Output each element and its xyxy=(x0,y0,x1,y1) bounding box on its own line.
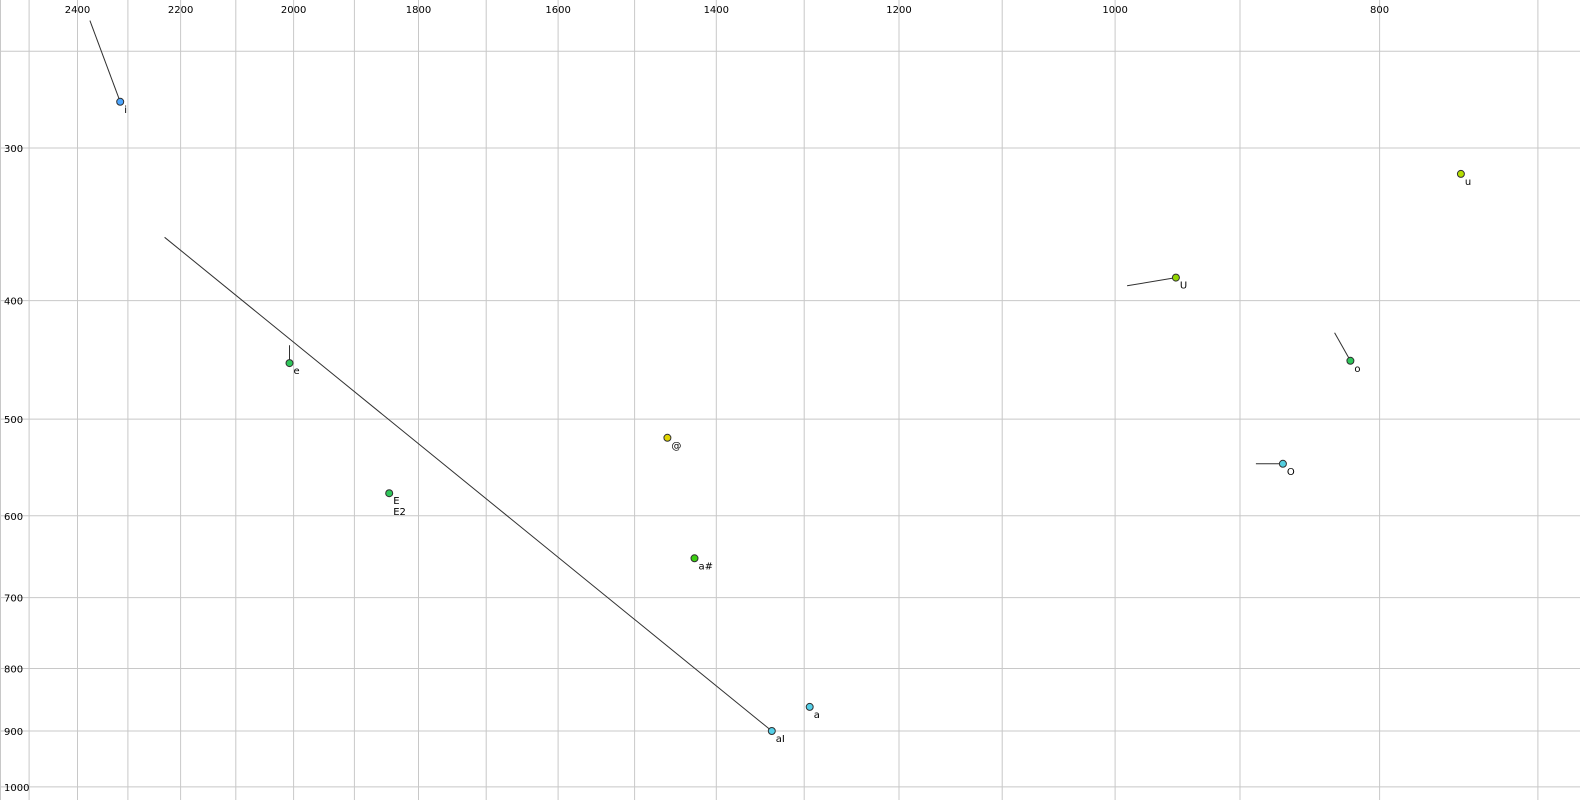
x-tick-label: 1000 xyxy=(1102,5,1127,16)
x-tick-label: 2200 xyxy=(168,5,193,16)
x-tick-label: 1200 xyxy=(886,5,911,16)
data-point[interactable] xyxy=(805,702,814,711)
point-label: O xyxy=(1287,467,1295,478)
y-tick-label: 400 xyxy=(4,297,23,308)
y-tick-label: 800 xyxy=(4,665,23,676)
x-tick-label: 1400 xyxy=(704,5,729,16)
data-point[interactable] xyxy=(116,97,125,106)
y-tick-label: 300 xyxy=(4,144,23,155)
point-label: a# xyxy=(699,561,714,572)
data-point[interactable] xyxy=(1346,356,1355,365)
x-tick-label: 1800 xyxy=(406,5,431,16)
x-tick-label: 800 xyxy=(1370,5,1389,16)
point-sublabel: E2 xyxy=(393,507,406,518)
y-tick-label: 700 xyxy=(4,594,23,605)
data-point[interactable] xyxy=(285,359,294,368)
data-point[interactable] xyxy=(767,727,776,735)
point-label: o xyxy=(1354,364,1360,375)
trajectory-line xyxy=(89,20,121,102)
trajectory-line xyxy=(164,236,773,732)
y-tick-label: 600 xyxy=(4,512,23,523)
data-point[interactable] xyxy=(663,433,672,442)
point-label: i xyxy=(124,105,127,116)
data-point[interactable] xyxy=(385,489,394,498)
x-tick-label: 1600 xyxy=(545,5,570,16)
point-label: a xyxy=(814,710,820,721)
data-point[interactable] xyxy=(1171,273,1180,282)
data-point[interactable] xyxy=(1278,459,1287,468)
y-tick-label: 1000 xyxy=(4,783,29,794)
point-label: u xyxy=(1465,177,1471,188)
trajectory-line xyxy=(1334,332,1351,362)
point-label: U xyxy=(1180,281,1187,292)
y-tick-label: 900 xyxy=(4,727,23,738)
point-label: E xyxy=(393,496,399,507)
point-label: e xyxy=(294,366,300,377)
point-label: aI xyxy=(776,734,785,745)
y-tick-label: 500 xyxy=(4,415,23,426)
x-tick-label: 2000 xyxy=(281,5,306,16)
x-tick-label: 2400 xyxy=(65,5,90,16)
trajectory-line xyxy=(1127,277,1176,287)
data-point[interactable] xyxy=(1456,169,1465,178)
point-label: @ xyxy=(671,441,681,452)
data-point[interactable] xyxy=(690,554,699,563)
